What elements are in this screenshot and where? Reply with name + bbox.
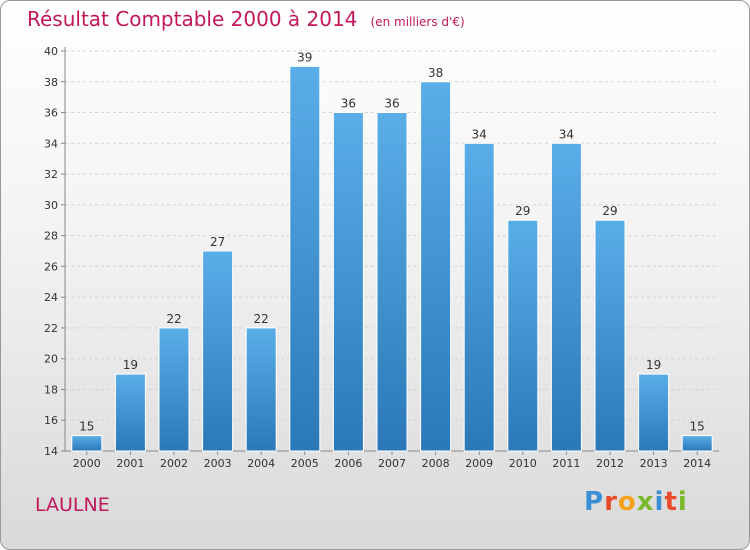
bar-2014 xyxy=(681,435,713,452)
data-label: 38 xyxy=(428,66,443,80)
logo-letter: i xyxy=(677,487,688,517)
x-tick-label: 2008 xyxy=(422,457,450,470)
logo-letter: o xyxy=(617,487,637,517)
x-tick-label: 2006 xyxy=(334,457,362,470)
bar-2004 xyxy=(245,327,277,452)
logo-letter: x xyxy=(636,487,655,517)
bar-2003 xyxy=(202,250,234,452)
data-label: 34 xyxy=(559,127,574,141)
y-tick-label: 24 xyxy=(44,291,58,304)
bar-2008 xyxy=(420,81,452,452)
data-label: 15 xyxy=(690,420,705,434)
x-tick-label: 2000 xyxy=(73,457,101,470)
chart-title: Résultat Comptable 2000 à 2014 xyxy=(27,7,358,31)
data-label: 22 xyxy=(254,312,269,326)
y-tick-label: 36 xyxy=(44,107,58,120)
bar-2009 xyxy=(463,142,495,452)
x-tick-label: 2014 xyxy=(683,457,711,470)
data-label: 29 xyxy=(515,204,530,218)
bar-2013 xyxy=(638,373,670,452)
y-tick-label: 22 xyxy=(44,322,58,335)
data-label: 29 xyxy=(602,204,617,218)
y-tick-label: 30 xyxy=(44,199,58,212)
x-tick-label: 2010 xyxy=(509,457,537,470)
logo-letter: r xyxy=(604,487,618,517)
x-tick-label: 2012 xyxy=(596,457,624,470)
bar-2001 xyxy=(114,373,146,452)
bar-2012 xyxy=(594,219,626,452)
y-tick-label: 40 xyxy=(44,45,58,58)
logo-letter: t xyxy=(664,487,678,517)
x-tick-label: 2003 xyxy=(204,457,232,470)
y-tick-labels: 14 16 18 20 22 24 26 28 30 32 34 36 38 40 xyxy=(44,45,58,458)
bars xyxy=(71,65,713,452)
y-tick-label: 38 xyxy=(44,76,58,89)
data-label: 27 xyxy=(210,235,225,249)
logo-letter: P xyxy=(584,487,605,517)
title-row: Résultat Comptable 2000 à 2014 (en milli… xyxy=(27,7,465,31)
data-labels: 15 19 22 27 22 39 36 36 38 34 29 34 29 19 15 xyxy=(79,50,705,433)
data-label: 36 xyxy=(341,97,356,111)
data-label: 39 xyxy=(297,50,312,64)
bar-2011 xyxy=(550,142,582,452)
x-tick-label: 2007 xyxy=(378,457,406,470)
x-tick-label: 2011 xyxy=(552,457,580,470)
x-tick-label: 2004 xyxy=(247,457,275,470)
x-tick-labels: 2000 2001 2002 2003 2004 2005 2006 2007 2008 2009… xyxy=(73,457,711,470)
y-tick-label: 14 xyxy=(44,445,58,458)
logo-letter: i xyxy=(654,487,665,517)
commune-name: LAULNE xyxy=(35,494,110,516)
bar-2007 xyxy=(376,112,408,452)
bar-2000 xyxy=(71,435,103,452)
x-tick-label: 2013 xyxy=(640,457,668,470)
y-tick-label: 32 xyxy=(44,168,58,181)
x-tick-label: 2005 xyxy=(291,457,319,470)
y-tick-label: 16 xyxy=(44,414,58,427)
x-tick-label: 2002 xyxy=(160,457,188,470)
bar-2006 xyxy=(332,112,364,452)
data-label: 34 xyxy=(472,127,487,141)
data-label: 15 xyxy=(79,420,94,434)
data-label: 22 xyxy=(166,312,181,326)
proxiti-logo: Proxiti xyxy=(584,487,688,517)
y-tick-label: 26 xyxy=(44,260,58,273)
chart-subtitle: (en milliers d'€) xyxy=(370,15,465,29)
bar-2005 xyxy=(289,65,321,452)
data-label: 19 xyxy=(646,358,661,372)
x-tick-label: 2001 xyxy=(116,457,144,470)
y-tick-label: 28 xyxy=(44,230,58,243)
data-label: 19 xyxy=(123,358,138,372)
bar-2010 xyxy=(507,219,539,452)
data-label: 36 xyxy=(384,97,399,111)
bar-2002 xyxy=(158,327,190,452)
y-tick-label: 20 xyxy=(44,353,58,366)
x-tick-label: 2009 xyxy=(465,457,493,470)
y-tick-label: 18 xyxy=(44,383,58,396)
y-tick-label: 34 xyxy=(44,137,58,150)
